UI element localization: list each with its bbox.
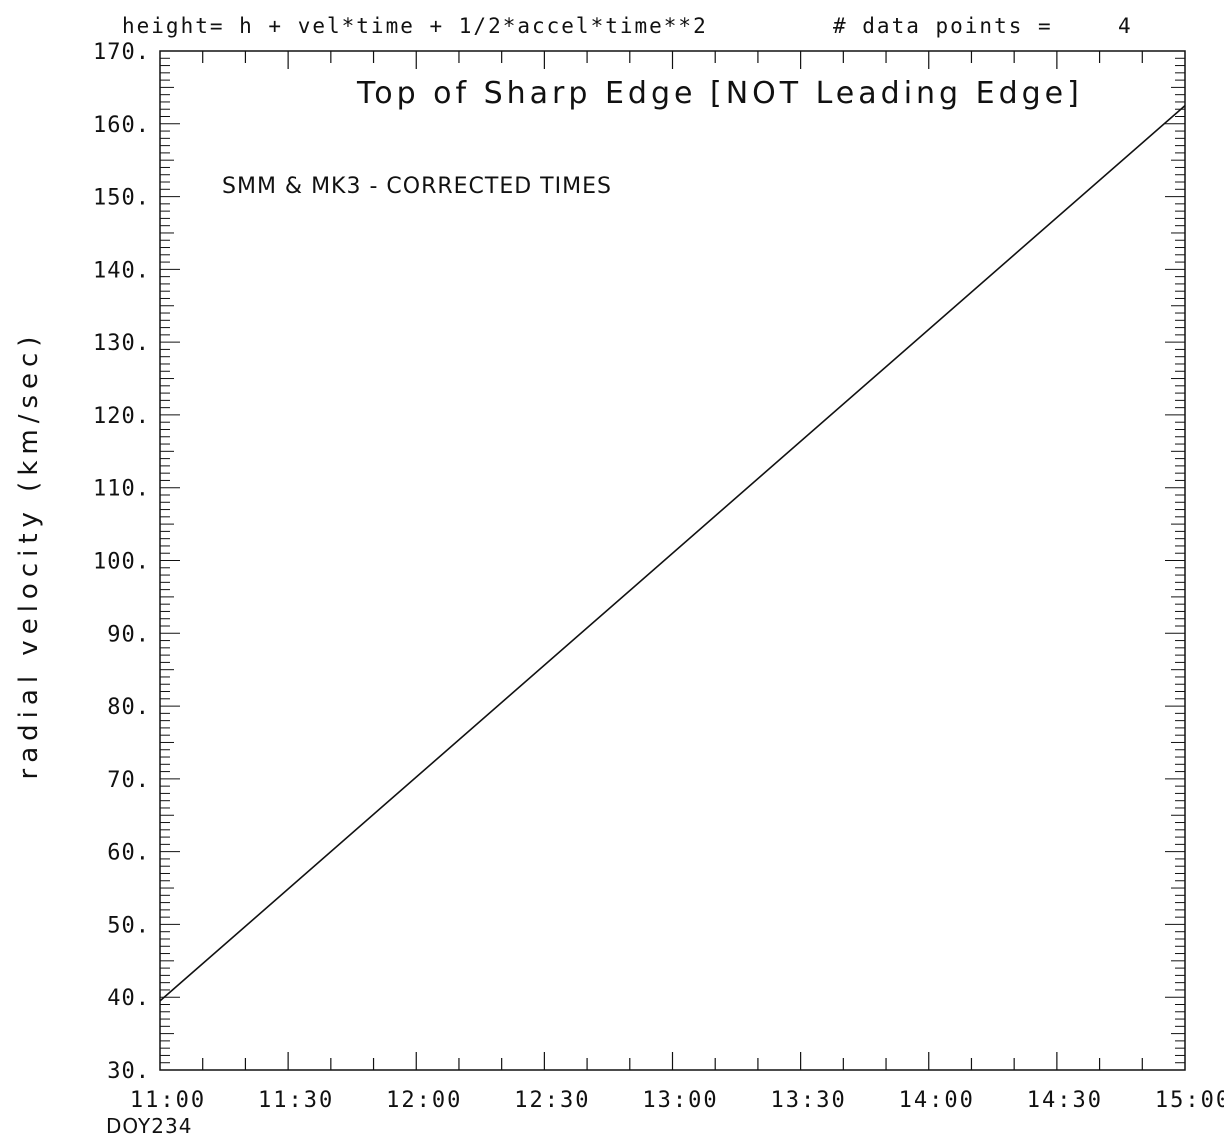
y-axis-label: radial velocity (km/sec)	[14, 330, 44, 780]
y-tick-label: 30.	[107, 1059, 150, 1084]
x-tick-label: 12:00	[386, 1088, 462, 1113]
y-tick-label: 140.	[93, 258, 150, 283]
y-tick-label: 160.	[93, 113, 150, 138]
y-tick-label: 120.	[93, 404, 150, 429]
series-line	[159, 104, 1186, 1002]
x-tick-label: 14:00	[899, 1088, 975, 1113]
y-tick-label: 90.	[107, 622, 150, 647]
y-tick-label: 130.	[93, 331, 150, 356]
x-tick-label: 13:00	[642, 1088, 718, 1113]
plot-frame	[159, 50, 1186, 1071]
x-tick-label: 12:30	[514, 1088, 590, 1113]
chart-subtitle: SMM & MK3 - CORRECTED TIMES	[222, 174, 612, 199]
y-tick-label: 170.	[93, 40, 150, 65]
y-tick-label: 80.	[107, 695, 150, 720]
x-tick-label: 11:30	[258, 1088, 334, 1113]
chart-title: Top of Sharp Edge [NOT Leading Edge]	[357, 76, 1083, 111]
data-points-value: 4	[1118, 14, 1133, 38]
y-tick-label: 50.	[107, 913, 150, 938]
y-tick-label: 60.	[107, 841, 150, 866]
y-tick-label: 70.	[107, 768, 150, 793]
x-axis-day-note: DOY234	[106, 1114, 193, 1138]
y-tick-label: 40.	[107, 986, 150, 1011]
x-tick-label: 14:30	[1027, 1088, 1103, 1113]
y-tick-label: 150.	[93, 186, 150, 211]
y-tick-label: 100.	[93, 550, 150, 575]
x-tick-label: 15:00	[1155, 1088, 1224, 1113]
formula-header: height= h + vel*time + 1/2*accel*time**2	[122, 14, 708, 38]
x-tick-label: 13:30	[771, 1088, 847, 1113]
data-points-label: # data points =	[833, 14, 1053, 38]
y-tick-label: 110.	[93, 477, 150, 502]
x-tick-label: 11:00	[130, 1088, 206, 1113]
